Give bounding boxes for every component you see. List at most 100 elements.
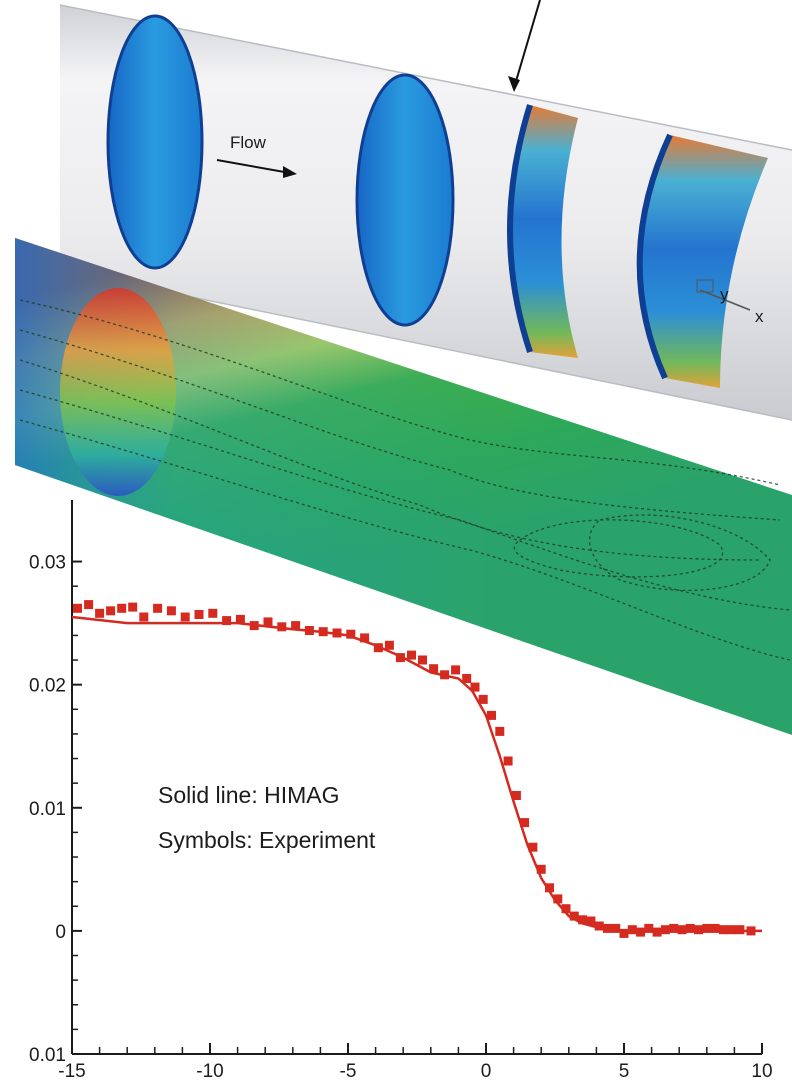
experiment-marker — [710, 923, 720, 933]
experiment-marker — [291, 621, 301, 631]
experiment-marker — [166, 606, 176, 616]
experiment-marker — [586, 916, 596, 926]
experiment-marker — [462, 674, 472, 683]
experiment-marker — [536, 864, 546, 874]
annotation-line-2: Symbols: Experiment — [158, 827, 376, 853]
coord-label-x: x — [755, 307, 764, 326]
experiment-marker — [235, 614, 245, 624]
experiment-marker — [694, 925, 703, 935]
streamlines — [19, 299, 791, 661]
experiment-markers — [73, 600, 756, 938]
experiment-marker — [727, 925, 737, 935]
experiment-marker — [561, 904, 571, 914]
flow-arrow — [216, 159, 291, 174]
experiment-marker — [139, 612, 149, 622]
x-tick-label: -15 — [58, 1061, 85, 1081]
experiment-marker — [429, 664, 439, 674]
experiment-marker — [669, 923, 679, 933]
x-tick-label: 0 — [481, 1061, 492, 1081]
experiment-marker — [470, 682, 480, 692]
test-section-band-1 — [507, 104, 578, 358]
x-tick-label: -10 — [196, 1061, 223, 1081]
experiment-marker — [440, 670, 450, 680]
y-tick-label: 0.03 — [29, 553, 66, 574]
experiment-marker — [153, 603, 163, 613]
experiment-marker — [318, 627, 328, 637]
experiment-marker — [644, 923, 654, 933]
x-tick-label: 10 — [751, 1061, 772, 1081]
y-tick-label: 0.02 — [29, 676, 66, 697]
experiment-marker — [128, 602, 138, 612]
inlet-profile — [60, 288, 176, 496]
experiment-marker — [511, 791, 521, 800]
flow-arrowhead — [283, 166, 297, 178]
experiment-marker — [277, 622, 287, 632]
y-tick-label: 0.01 — [29, 1045, 66, 1066]
x-tick-label: -5 — [340, 1061, 357, 1081]
experiment-marker — [332, 628, 342, 638]
experiment-marker — [194, 610, 204, 619]
experiment-marker — [611, 923, 621, 933]
experiment-marker — [263, 617, 273, 627]
experiment-marker — [180, 612, 190, 622]
pipe-edge-top — [59, 4, 792, 151]
y-axis-ticks: 0.01 0 0.01 0.02 0.03 — [29, 553, 82, 1066]
flow-label: Flow — [230, 133, 267, 152]
test-section-band-2 — [636, 133, 768, 388]
experiment-marker — [407, 650, 416, 660]
pointer-arrowhead — [508, 76, 520, 92]
experiment-marker — [208, 608, 218, 618]
experiment-marker — [718, 925, 728, 935]
experiment-marker — [304, 626, 314, 635]
experiment-marker — [746, 926, 756, 936]
x-axis-ticks: -15 -10 -5 0 5 10 — [58, 1043, 773, 1081]
experiment-marker — [451, 665, 461, 675]
coordinate-axes-glyph: y x — [696, 279, 764, 326]
experiment-marker — [395, 653, 405, 663]
experiment-marker — [503, 756, 513, 766]
experiment-marker — [373, 643, 383, 653]
experiment-marker — [636, 927, 646, 937]
experiment-marker — [569, 911, 579, 921]
experiment-marker — [602, 923, 612, 933]
coord-label-y: y — [720, 285, 729, 304]
experiment-marker — [249, 621, 259, 631]
experiment-marker — [685, 923, 695, 933]
experiment-marker — [73, 603, 82, 613]
experiment-marker — [495, 726, 505, 736]
experiment-marker — [222, 616, 232, 626]
experiment-marker — [106, 606, 116, 616]
experiment-marker — [117, 603, 127, 613]
x-tick-label: 5 — [619, 1061, 630, 1081]
experiment-marker — [487, 710, 496, 720]
inlet-ring — [106, 14, 204, 270]
experiment-marker — [418, 655, 427, 665]
chart: 0.01 0 0.01 0.02 0.03 -15 -10 -5 0 5 10 Solid lin… — [29, 500, 773, 1081]
upstream-ring — [355, 73, 455, 327]
experiment-marker — [627, 925, 637, 935]
y-tick-label: 0.01 — [29, 799, 66, 820]
pointer-arrow — [513, 0, 541, 89]
experiment-marker — [360, 633, 370, 643]
experiment-marker — [619, 928, 629, 938]
pipe-illustration: Flow y x — [59, 0, 792, 421]
experiment-marker — [578, 915, 588, 925]
experiment-marker — [84, 600, 94, 610]
experiment-marker — [346, 629, 356, 639]
experiment-marker — [528, 842, 538, 852]
annotation-line-1: Solid line: HIMAG — [158, 782, 340, 808]
experiment-marker — [702, 923, 712, 933]
experiment-marker — [594, 921, 604, 931]
experiment-marker — [660, 925, 670, 935]
experiment-marker — [478, 694, 488, 704]
y-tick-label: 0 — [55, 922, 66, 943]
velocity-contour-duct — [15, 238, 792, 735]
experiment-marker — [553, 894, 563, 904]
experiment-marker — [545, 883, 554, 893]
experiment-marker — [95, 608, 105, 618]
experiment-marker — [677, 925, 687, 935]
experiment-marker — [652, 927, 662, 937]
experiment-marker — [384, 640, 394, 650]
duct-shading — [15, 238, 792, 735]
